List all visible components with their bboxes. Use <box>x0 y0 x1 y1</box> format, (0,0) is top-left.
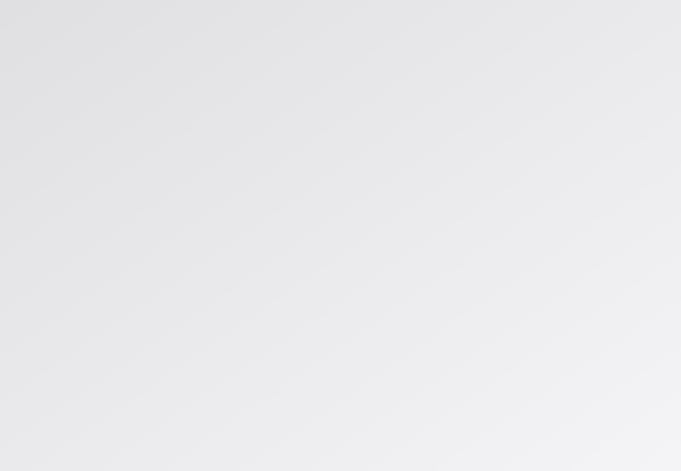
Bar <box>292 274 336 358</box>
Bar <box>581 179 624 358</box>
Bar <box>148 213 191 358</box>
Title: KPI-based improvements: KPI-based improvements <box>149 39 580 68</box>
Bar <box>393 176 437 358</box>
Bar <box>104 246 148 358</box>
Bar <box>249 246 292 358</box>
Bar <box>437 246 480 358</box>
Legend: Before KPIs, After KPIs: Before KPIs, After KPIs <box>232 73 496 105</box>
